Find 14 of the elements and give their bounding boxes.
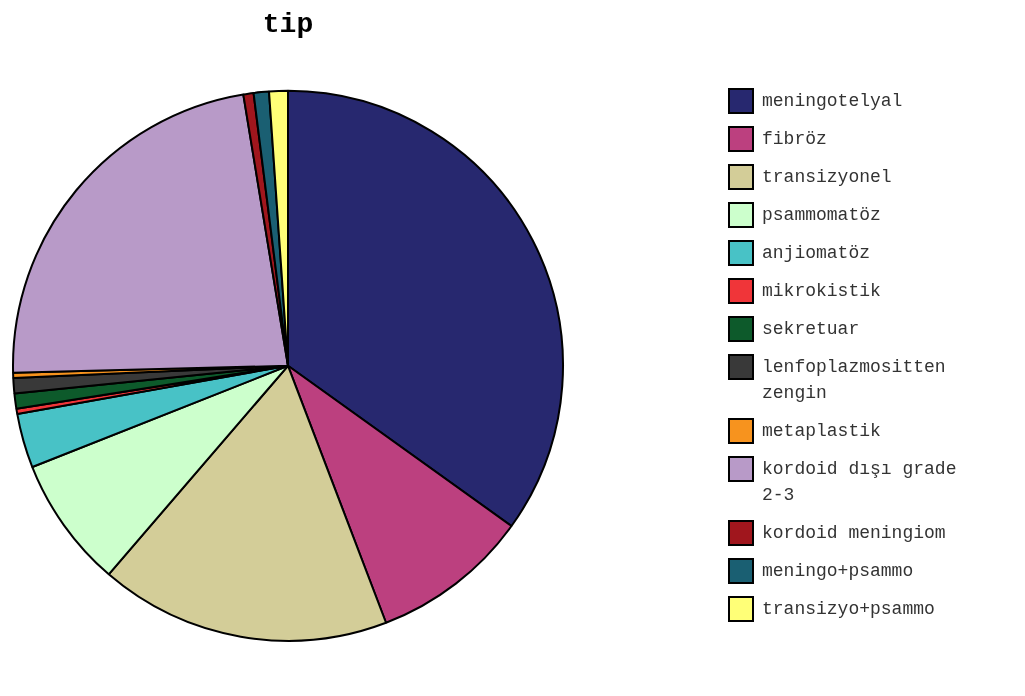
legend-label: lenfoplazmositten zengin: [762, 356, 947, 405]
legend-label: kordoid dışı grade 2-3: [762, 458, 958, 507]
legend-label: anjiomatöz: [762, 242, 871, 265]
legend-label: meningotelyal: [762, 90, 903, 113]
legend-label: fibröz: [762, 128, 827, 151]
legend-label: meningo+psammo: [762, 560, 914, 583]
legend-label: mikrokistik: [762, 280, 881, 303]
legend-label: sekretuar: [762, 318, 860, 341]
legend-label: psammomatöz: [762, 204, 881, 227]
legend-label: transizyonel: [762, 166, 892, 189]
chart-title: tip: [262, 8, 314, 40]
legend-label: kordoid meningiom: [762, 522, 946, 545]
legend-label: metaplastik: [762, 420, 881, 443]
legend-label: transizyo+psammo: [762, 598, 935, 621]
